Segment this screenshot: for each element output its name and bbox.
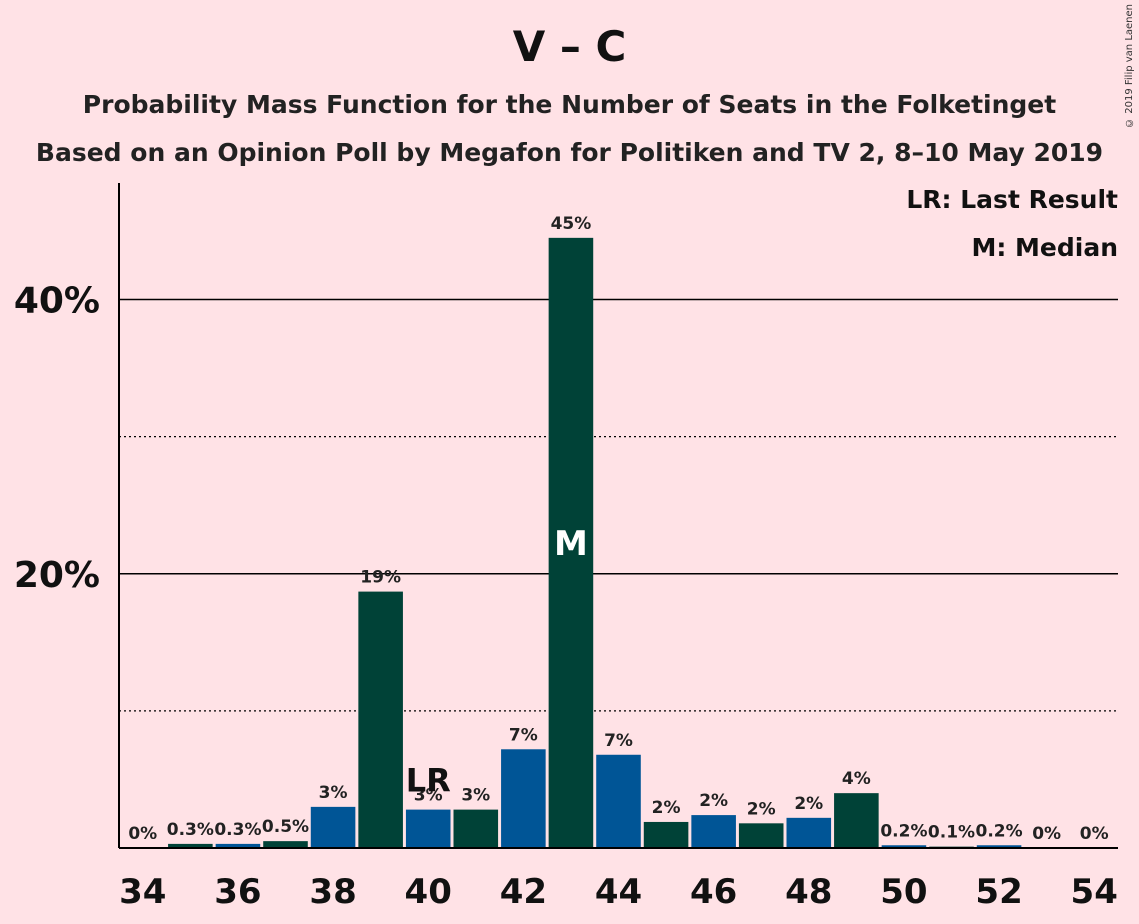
bar-value-label: 0.3% <box>214 820 261 840</box>
bar-value-label: 0.5% <box>262 817 309 837</box>
bar-value-label: 3% <box>319 783 348 803</box>
x-tick-label: 44 <box>595 872 642 912</box>
bar-value-label: 0.2% <box>880 821 927 841</box>
bar <box>310 806 356 848</box>
median-marker: M <box>554 524 588 564</box>
bar-value-label: 2% <box>747 799 776 819</box>
x-tick-label: 40 <box>405 872 452 912</box>
bar <box>643 821 689 848</box>
bar-value-label: 45% <box>551 214 592 234</box>
chart-title: V – C <box>512 22 627 71</box>
bar <box>548 237 594 849</box>
x-tick-label: 34 <box>119 872 166 912</box>
y-tick-label: 40% <box>14 281 100 322</box>
chart-subtitle-1: Probability Mass Function for the Number… <box>82 90 1057 119</box>
x-tick-label: 54 <box>1071 872 1118 912</box>
bar <box>168 843 213 848</box>
last-result-marker: LR <box>406 762 451 800</box>
bar <box>596 754 641 848</box>
bar-value-label: 0.3% <box>167 820 214 840</box>
bar <box>263 841 308 848</box>
x-tick-label: 46 <box>690 872 737 912</box>
bar <box>358 591 403 848</box>
bar-value-label: 2% <box>652 798 681 818</box>
x-tick-label: 48 <box>785 872 832 912</box>
bar <box>501 749 546 848</box>
legend-median: M: Median <box>971 233 1118 262</box>
bar-value-label: 0% <box>1080 824 1109 844</box>
bar-value-label: 2% <box>699 791 728 811</box>
x-tick-label: 36 <box>214 872 261 912</box>
bar-value-label: 7% <box>509 725 538 745</box>
bar <box>738 823 784 848</box>
bar-value-label: 19% <box>360 568 401 588</box>
bar <box>834 793 879 848</box>
y-tick-label: 20% <box>14 555 100 596</box>
bar-value-label: 2% <box>794 794 823 814</box>
x-tick-label: 42 <box>500 872 547 912</box>
bar-value-label: 4% <box>842 769 871 789</box>
bar <box>453 809 499 848</box>
bar-value-label: 0% <box>1032 824 1061 844</box>
bar <box>405 809 451 848</box>
bar-value-label: 3% <box>414 786 443 806</box>
legend-last-result: LR: Last Result <box>906 185 1118 214</box>
bar-value-label: 3% <box>461 786 490 806</box>
x-tick-label: 38 <box>309 872 356 912</box>
x-tick-label: 52 <box>975 872 1022 912</box>
bar-value-label: 0% <box>128 824 157 844</box>
bar-value-label: 0.1% <box>928 823 975 843</box>
bar-value-label: 7% <box>604 731 633 751</box>
bar-value-label: 0.2% <box>975 821 1022 841</box>
chart-subtitle-2: Based on an Opinion Poll by Megafon for … <box>35 138 1104 167</box>
x-tick-label: 50 <box>880 872 927 912</box>
bar <box>215 843 261 848</box>
bar <box>976 845 1022 848</box>
bar <box>881 845 927 848</box>
bar <box>786 817 832 848</box>
bar <box>691 815 736 848</box>
